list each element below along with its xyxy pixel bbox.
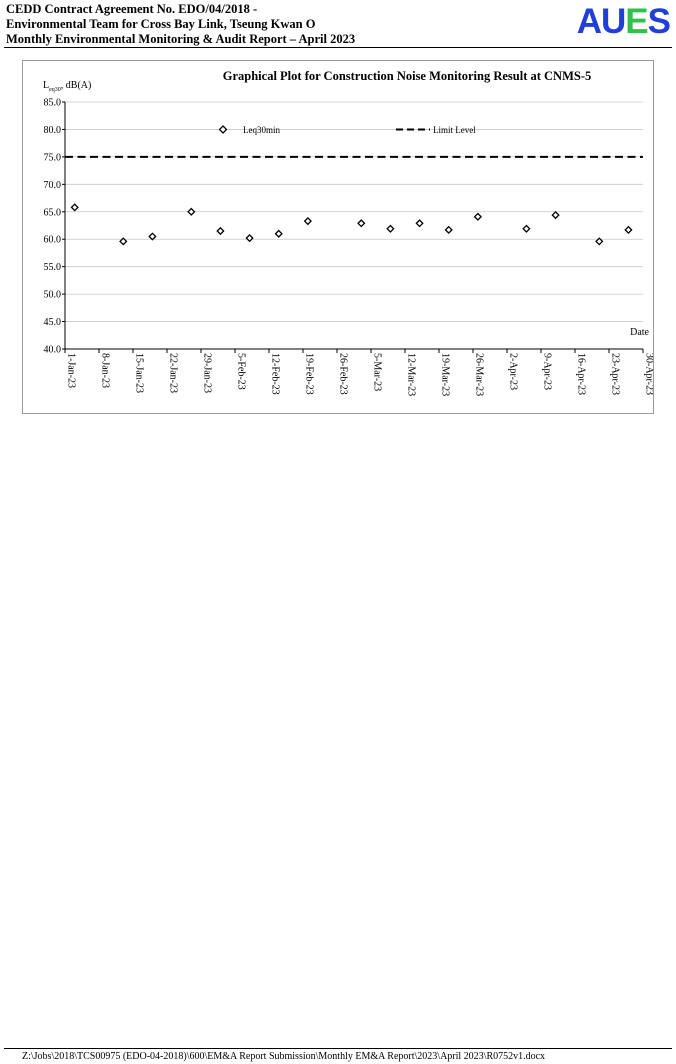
header-team-line: Environmental Team for Cross Bay Link, T… (6, 17, 316, 31)
logo-letter-a: A (576, 2, 602, 41)
y-tick-label: 50.0 (44, 290, 62, 301)
y-tick-label: 75.0 (44, 152, 62, 163)
logo-letter-e: E (625, 2, 648, 41)
y-tick-label: 45.0 (44, 317, 62, 328)
y-tick-label: 85.0 (44, 98, 62, 109)
header-report-line: Monthly Environmental Monitoring & Audit… (6, 32, 356, 46)
data-point (473, 212, 482, 221)
y-tick-label: 60.0 (44, 235, 62, 246)
legend-diamond-marker (218, 125, 228, 134)
x-tick-label: 19-Mar-23 (440, 353, 451, 396)
data-point (386, 224, 395, 233)
data-point (274, 229, 283, 238)
y-axis-label-main: L (43, 80, 49, 91)
logo-letter-s: S (647, 2, 671, 41)
x-tick-label: 22-Jan-23 (168, 353, 179, 393)
x-tick-label: 15-Jan-23 (134, 353, 145, 393)
data-point (522, 224, 531, 233)
x-tick-label: 23-Apr-23 (610, 353, 621, 395)
y-tick-label: 65.0 (44, 207, 62, 218)
x-tick-labels: 1-Jan-23 8-Jan-23 15-Jan-23 22-Jan-23 29-Jan… (66, 353, 655, 396)
report-header: CEDD Contract Agreement No. EDO/04/2018 … (6, 2, 355, 47)
x-tick-label: 5-Feb-23 (236, 353, 247, 390)
data-point (148, 232, 157, 241)
x-tick-label: 1-Jan-23 (66, 353, 77, 388)
y-axis-label: Leq30, dB(A) (43, 80, 91, 93)
logo-letter-u: U (601, 2, 626, 41)
data-point (415, 219, 424, 228)
x-tick-label: 29-Jan-23 (202, 353, 213, 393)
noise-monitoring-chart: Graphical Plot for Construction Noise Mo… (43, 69, 655, 396)
chart-frame: Graphical Plot for Construction Noise Mo… (22, 60, 655, 414)
x-tick-label: 5-Mar-23 (372, 353, 383, 391)
header-divider (4, 47, 672, 48)
footer-file-path: Z:\Jobs\2018\TCS00975 (EDO-04-2018)\600\… (22, 1051, 546, 1062)
x-tick-label: 12-Mar-23 (406, 353, 417, 396)
data-point (245, 234, 254, 243)
legend-leq30min-label: Leq30min (243, 125, 280, 135)
data-point (551, 210, 560, 220)
footer-divider (4, 1048, 672, 1049)
x-tick-label: 16-Apr-23 (576, 353, 587, 395)
x-tick-label: 26-Mar-23 (474, 353, 485, 396)
x-axis-label: Date (630, 327, 649, 338)
x-tick-label: 9-Apr-23 (542, 353, 553, 390)
y-axis-label-sub: eq30 (49, 87, 61, 93)
x-tick-label: 12-Feb-23 (270, 353, 281, 395)
y-tick-labels: 40.0 45.0 50.0 55.0 60.0 65.0 70.0 75.0 80.0 85.0 (44, 98, 62, 356)
y-tick-label: 40.0 (44, 345, 62, 356)
aues-logo: AUES (576, 2, 671, 41)
chart-legend: Leq30min Limit Level (218, 125, 476, 135)
header-contract-line: CEDD Contract Agreement No. EDO/04/2018 … (6, 2, 258, 16)
x-tick-label: 26-Feb-23 (338, 353, 349, 395)
y-tick-label: 80.0 (44, 125, 62, 136)
y-tick-label: 55.0 (44, 262, 62, 273)
data-point (187, 207, 196, 216)
data-point (595, 237, 604, 246)
data-point (357, 219, 366, 228)
leq30min-series (70, 203, 633, 246)
y-tick-label: 70.0 (44, 180, 62, 191)
x-tick-label: 8-Jan-23 (100, 353, 111, 388)
chart-title: Graphical Plot for Construction Noise Mo… (223, 69, 592, 83)
data-point (444, 225, 453, 235)
y-gridlines (62, 101, 643, 350)
x-tick-label: 30-Apr-23 (644, 353, 654, 395)
data-point (303, 216, 312, 226)
data-point (119, 237, 128, 246)
data-point (216, 226, 225, 236)
x-tick-label: 2-Apr-23 (508, 353, 519, 390)
data-point (624, 225, 633, 235)
plot-axes (64, 102, 643, 350)
legend-limit-level-label: Limit Level (433, 125, 476, 135)
x-tick-marks (64, 349, 644, 353)
y-axis-label-unit: , dB(A) (61, 80, 92, 91)
x-tick-label: 19-Feb-23 (304, 353, 315, 395)
data-point (70, 203, 79, 212)
